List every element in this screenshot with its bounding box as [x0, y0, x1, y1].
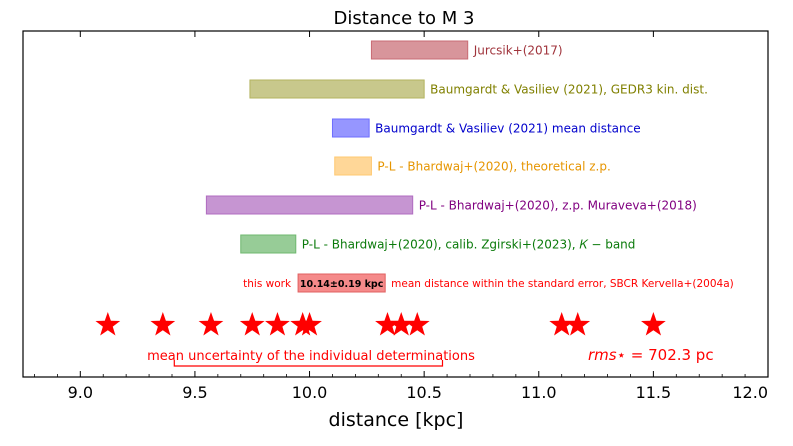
determination-star-7 — [297, 312, 322, 336]
x-axis: 9.0 9.5 10.0 10.5 11.0 11.5 12.0 — [34, 31, 769, 402]
chart-title: Distance to M 3 — [334, 8, 475, 29]
range-bar-label-1: Jurcsik+(2017) — [473, 44, 563, 58]
determination-star-2 — [150, 312, 176, 336]
x-tick-label: 11.5 — [636, 383, 672, 402]
determination-star-13 — [641, 312, 666, 336]
range-bar-3 — [331, 118, 370, 138]
range-bar-label-6: P-L - Bhardwaj+(2020), calib. Zgirski+(2… — [302, 238, 636, 252]
this-work-description: mean distance within the standard error,… — [391, 278, 734, 290]
determination-star-11 — [549, 312, 575, 336]
x-tick-label: 9.5 — [182, 383, 207, 402]
x-axis-label: distance [kpc] — [329, 409, 464, 431]
plot-frame — [22, 30, 769, 378]
range-bar-label-2: Baumgardt & Vasiliev (2021), GEDR3 kin. … — [430, 83, 708, 97]
range-bar-label-5: P-L - Bhardwaj+(2020), z.p. Muraveva+(20… — [419, 199, 697, 213]
range-bar-1 — [370, 40, 469, 60]
this-work-value: 10.14±0.19 kpc — [300, 279, 384, 290]
range-bar-5 — [205, 195, 414, 215]
uncertainty-label: mean uncertainty of the individual deter… — [147, 349, 475, 364]
determination-star-5 — [265, 312, 290, 336]
determination-star-8 — [375, 312, 400, 336]
range-bar-2 — [249, 79, 425, 99]
determination-star-1 — [95, 312, 121, 336]
determination-star-9 — [388, 312, 414, 336]
this-work-bar — [297, 273, 386, 293]
determination-star-12 — [565, 312, 591, 336]
x-tick-label: 12.0 — [732, 383, 768, 402]
determination-star-4 — [239, 312, 265, 336]
determination-star-10 — [404, 312, 430, 336]
rms-annotation: rms⋆ = 702.3 pc — [588, 346, 714, 364]
range-bar-6 — [240, 234, 297, 254]
x-tick-label: 11.0 — [521, 383, 557, 402]
uncertainty-bracket — [173, 360, 444, 367]
range-bar-label-3: Baumgardt & Vasiliev (2021) mean distanc… — [375, 122, 640, 136]
range-bar-4 — [334, 156, 372, 176]
chart-marks: Jurcsik+(2017) Baumgardt & Vasiliev (2021… — [95, 40, 734, 367]
x-tick-label: 9.0 — [68, 383, 93, 402]
determination-star-3 — [198, 312, 224, 336]
range-bar-label-4: P-L - Bhardwaj+(2020), theoretical z.p. — [377, 160, 610, 174]
x-tick-label: 10.5 — [406, 383, 442, 402]
x-tick-label: 10.0 — [292, 383, 328, 402]
this-work-label: this work — [243, 278, 292, 290]
